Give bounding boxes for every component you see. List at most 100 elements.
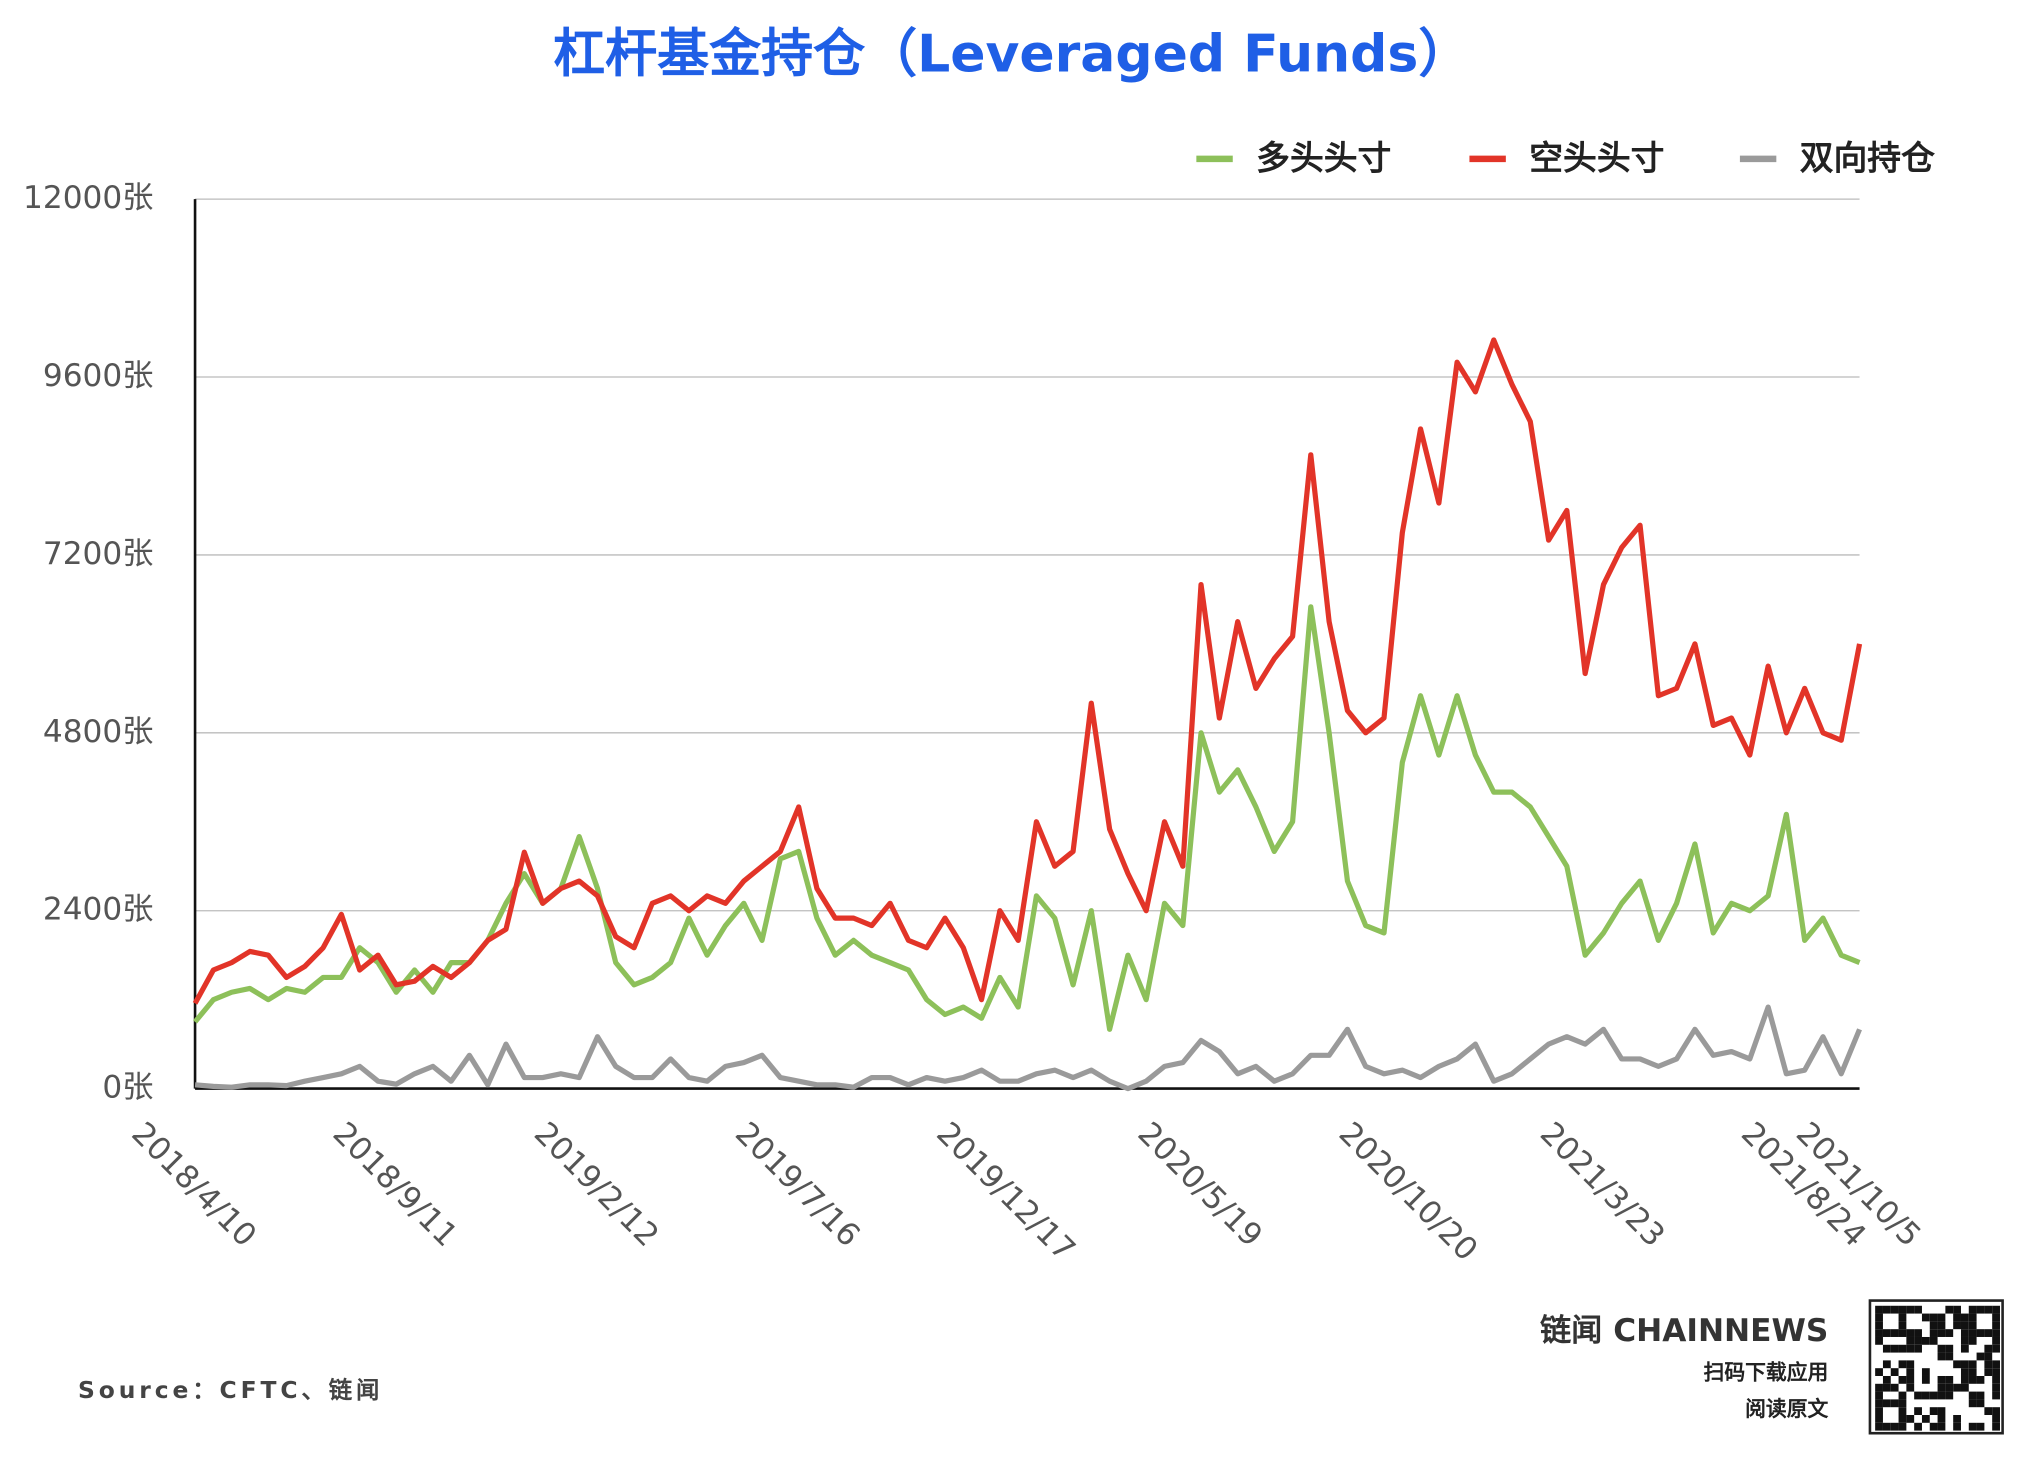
qr-cell — [1992, 1422, 2000, 1431]
qr-cell — [1890, 1329, 1899, 1337]
qr-cell — [1968, 1368, 1977, 1376]
qr-cell — [1937, 1344, 1946, 1353]
qr-cell — [1992, 1336, 2000, 1345]
qr-cell — [1992, 1407, 2000, 1416]
qr-cell — [1890, 1399, 1899, 1408]
qr-cell — [1875, 1329, 1883, 1337]
qr-cell — [1890, 1422, 1899, 1431]
qr-cell — [1960, 1321, 1969, 1330]
qr-cell — [1953, 1360, 1961, 1369]
qr-cell — [1953, 1422, 1961, 1431]
qr-cell — [1937, 1375, 1946, 1384]
qr-cell — [1937, 1352, 1946, 1361]
qr-cell — [1898, 1344, 1907, 1353]
qr-cell — [1906, 1344, 1915, 1353]
brand-line: 扫码下载应用 — [1704, 1360, 1829, 1384]
qr-cell — [1953, 1321, 1961, 1330]
qr-cell — [1875, 1305, 1883, 1314]
qr-cell — [1898, 1407, 1907, 1416]
qr-cell — [1968, 1391, 1977, 1400]
qr-cell — [1960, 1368, 1969, 1376]
qr-cell — [1976, 1329, 1985, 1337]
qr-cell — [1992, 1415, 2000, 1423]
qr-cell — [1960, 1360, 1969, 1369]
qr-cell — [1937, 1329, 1946, 1337]
y-tick-label: 9600张 — [43, 358, 154, 394]
qr-cell — [1968, 1399, 1977, 1408]
qr-cell — [1929, 1391, 1938, 1400]
qr-cell — [1921, 1375, 1930, 1384]
qr-cell — [1960, 1375, 1969, 1384]
qr-cell — [1929, 1329, 1938, 1337]
qr-cell — [1945, 1352, 1954, 1361]
qr-cell — [1992, 1368, 2000, 1376]
qr-cell — [1984, 1329, 1993, 1337]
qr-cell — [1968, 1313, 1977, 1322]
qr-cell — [1898, 1321, 1907, 1330]
y-tick-label: 2400张 — [43, 892, 154, 928]
qr-code — [1868, 1299, 2004, 1435]
qr-cell — [1882, 1383, 1891, 1392]
qr-cell — [1937, 1407, 1946, 1416]
qr-cell — [1937, 1321, 1946, 1330]
qr-cell — [1906, 1375, 1915, 1384]
qr-cell — [1984, 1407, 1993, 1416]
qr-cell — [1960, 1313, 1969, 1322]
qr-cell — [1906, 1383, 1915, 1392]
qr-cell — [1875, 1415, 1883, 1423]
qr-cell — [1960, 1344, 1969, 1353]
qr-cell — [1945, 1305, 1954, 1314]
brand-line: 阅读原文 — [1745, 1397, 1828, 1421]
source: Source：CFTC、链闻 — [78, 1376, 383, 1404]
qr-cell — [1968, 1422, 1977, 1431]
qr-cell — [1875, 1313, 1883, 1322]
x-tick-label: 2020/5/19 — [1131, 1115, 1270, 1254]
qr-cell — [1945, 1329, 1954, 1337]
x-tick-label: 2019/12/17 — [929, 1115, 1082, 1268]
qr-cell — [1992, 1391, 2000, 1400]
qr-cell — [1882, 1344, 1891, 1353]
qr-cell — [1945, 1391, 1954, 1400]
legend-label: 多头头寸 — [1256, 139, 1391, 178]
qr-cell — [1976, 1375, 1985, 1384]
qr-cell — [1960, 1336, 1969, 1345]
legend-label: 空头头寸 — [1529, 139, 1664, 178]
brand: 链闻 CHAINNEWS — [1540, 1313, 1828, 1349]
series-line — [194, 1004, 1862, 1092]
qr-cell — [1914, 1407, 1922, 1416]
qr-cell — [1921, 1391, 1930, 1400]
qr-cell — [1953, 1383, 1961, 1392]
y-tick-label: 12000张 — [23, 180, 153, 216]
qr-cell — [1984, 1344, 1993, 1353]
qr-cell — [1953, 1305, 1961, 1314]
qr-cell — [1914, 1336, 1922, 1345]
qr-cell — [1968, 1329, 1977, 1337]
qr-cell — [1945, 1383, 1954, 1392]
qr-cell — [1890, 1344, 1899, 1353]
qr-cell — [1882, 1360, 1891, 1369]
qr-cell — [1945, 1375, 1954, 1384]
qr-cell — [1882, 1329, 1891, 1337]
qr-cell — [1882, 1422, 1891, 1431]
qr-cell — [1968, 1375, 1977, 1384]
x-tick-label: 2019/2/12 — [527, 1115, 666, 1254]
series-line — [193, 604, 1861, 1032]
qr-cell — [1968, 1321, 1977, 1330]
qr-cell — [1992, 1344, 2000, 1353]
x-tick-label: 2018/9/11 — [326, 1115, 465, 1254]
qr-cell — [1929, 1422, 1938, 1431]
qr-cell — [1960, 1329, 1969, 1337]
qr-cell — [1921, 1415, 1930, 1423]
qr-cell — [1929, 1313, 1938, 1322]
qr-cell — [1984, 1368, 1993, 1376]
qr-cell — [1906, 1415, 1915, 1423]
qr-cell — [1984, 1352, 1993, 1361]
qr-cell — [1992, 1383, 2000, 1392]
qr-cell — [1890, 1368, 1899, 1376]
qr-cell — [1937, 1391, 1946, 1400]
qr-cell — [1875, 1321, 1883, 1330]
qr-cell — [1898, 1313, 1907, 1322]
qr-cell — [1984, 1305, 1993, 1314]
